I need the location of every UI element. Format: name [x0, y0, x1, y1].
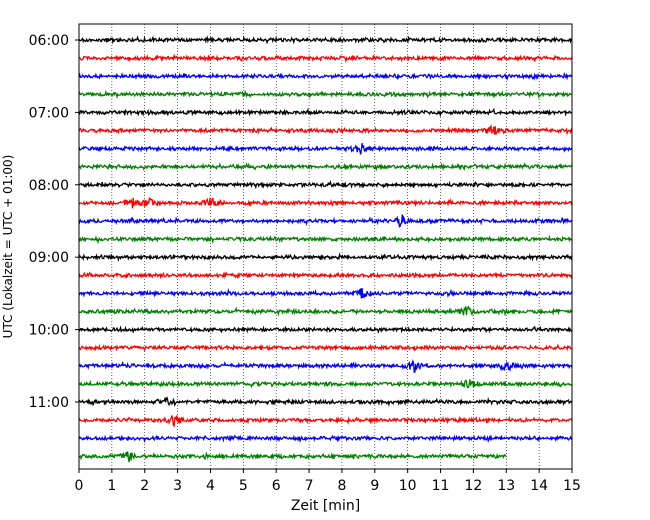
x-tick-label: 4 [206, 478, 215, 494]
x-tick-label: 10 [399, 478, 417, 494]
trace-line [78, 343, 573, 352]
x-tick-label: 5 [239, 478, 248, 494]
y-tick-label: 08:00 [29, 178, 69, 194]
trace-line [78, 415, 573, 428]
trace-line [78, 379, 573, 389]
trace-line [78, 35, 573, 45]
x-tick-label: 9 [370, 478, 379, 494]
trace-line [78, 305, 573, 317]
x-tick-label: 3 [173, 478, 182, 494]
trace-line [78, 53, 573, 64]
trace-line [78, 143, 573, 155]
x-tick-label: 12 [464, 478, 482, 494]
trace-line [78, 124, 573, 136]
trace-line [78, 252, 573, 262]
trace-line [78, 358, 573, 373]
x-tick-label: 0 [75, 478, 84, 494]
trace-line [78, 451, 507, 463]
plot-frame [78, 23, 573, 470]
trace-line [78, 214, 573, 228]
trace-line [78, 325, 573, 334]
x-tick-label: 6 [272, 478, 281, 494]
x-axis-ticks: 0 1 2 3 4 5 6 7 8 9 10 11 12 13 14 15 [75, 469, 581, 494]
trace-line [78, 287, 573, 299]
trace-line [78, 434, 573, 444]
y-axis-ticks: 06:00 07:00 08:00 09:00 10:00 11:00 [29, 33, 79, 411]
x-tick-label: 1 [107, 478, 116, 494]
y-axis-label: UTC (Lokalzeit = UTC + 01:00) [1, 155, 15, 339]
y-tick-label: 10:00 [29, 323, 69, 339]
x-tick-label: 8 [337, 478, 346, 494]
grid-lines [111, 24, 540, 469]
x-tick-label: 2 [140, 478, 149, 494]
trace-line [78, 107, 573, 118]
y-tick-label: 09:00 [29, 250, 69, 266]
trace-line [78, 234, 573, 245]
trace-line [78, 179, 573, 190]
x-tick-label: 11 [432, 478, 450, 494]
trace-line [78, 196, 573, 209]
trace-line [78, 71, 573, 81]
x-tick-label: 15 [563, 478, 581, 494]
trace-line [78, 89, 573, 100]
y-tick-label: 11:00 [29, 395, 69, 411]
x-tick-label: 13 [497, 478, 515, 494]
x-axis-label: Zeit [min] [291, 498, 360, 514]
y-tick-label: 07:00 [29, 105, 69, 121]
trace-line [78, 270, 573, 280]
x-tick-label: 14 [530, 478, 548, 494]
x-tick-label: 7 [305, 478, 314, 494]
trace-layer [78, 35, 573, 463]
trace-line [78, 162, 573, 172]
y-tick-label: 06:00 [29, 33, 69, 49]
trace-line [78, 396, 573, 408]
